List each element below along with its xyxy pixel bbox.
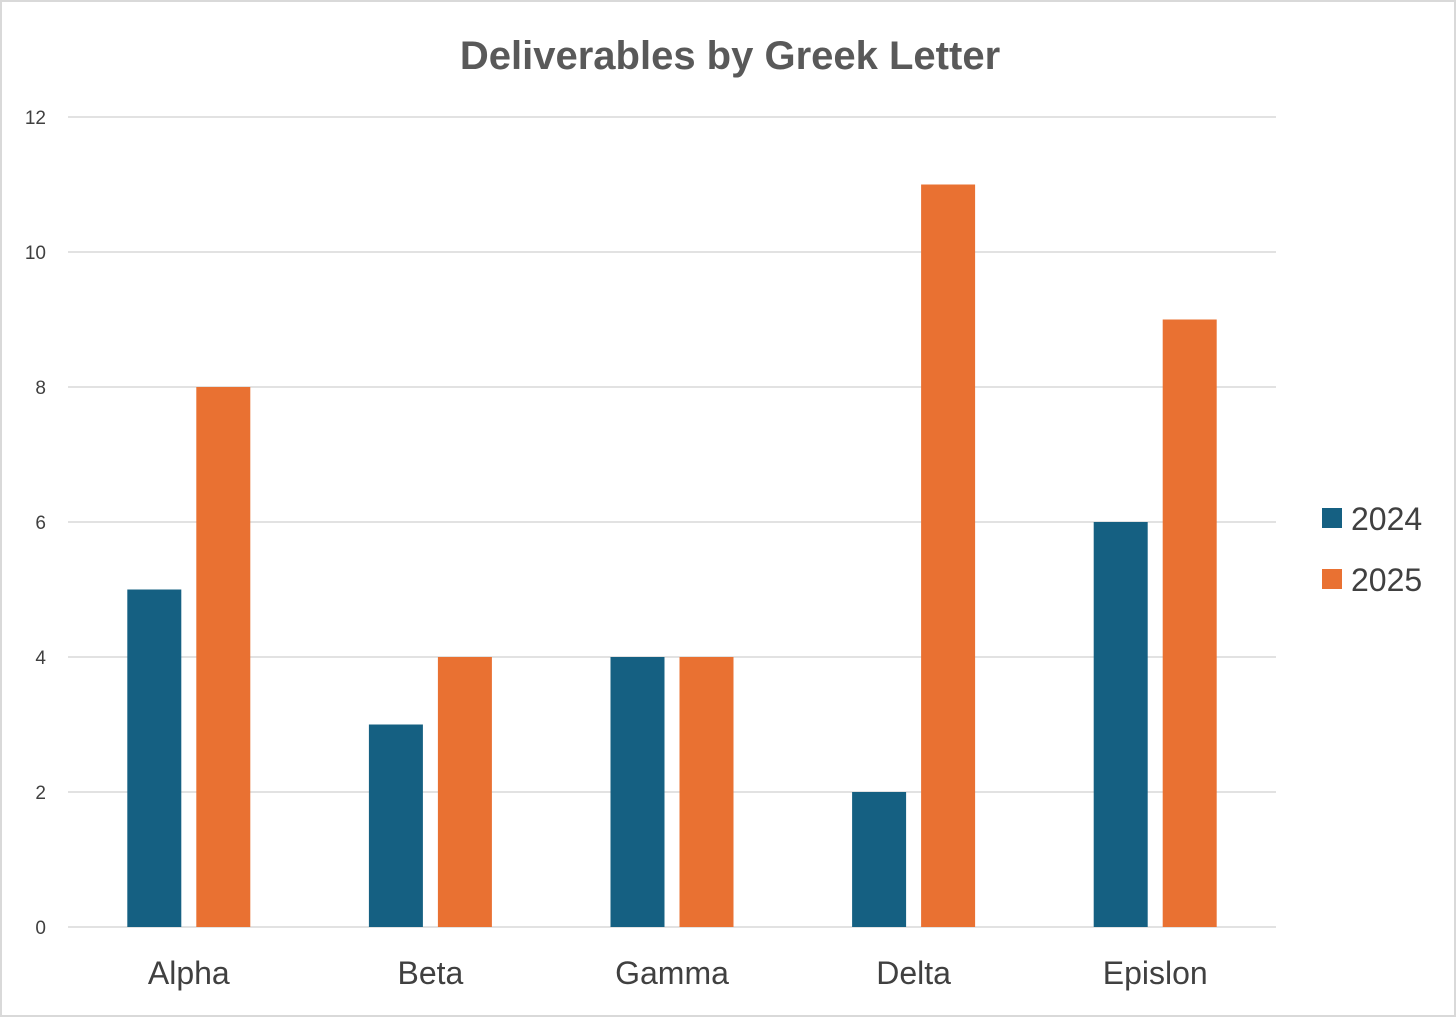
x-tick-label: Epislon	[1103, 955, 1208, 991]
x-tick-label: Alpha	[148, 955, 230, 991]
bar-2024-alpha	[127, 589, 182, 927]
y-axis-ticks: 0 2 4 6 8 10 12	[25, 108, 47, 939]
legend-label-2024: 2024	[1351, 501, 1422, 537]
y-tick-label: 4	[35, 648, 46, 669]
legend: 2024 2025	[1322, 501, 1422, 598]
x-tick-label: Beta	[397, 955, 463, 991]
x-tick-label: Gamma	[615, 955, 729, 991]
bar-2025-gamma	[679, 657, 734, 927]
bar-2025-delta	[921, 184, 976, 927]
legend-label-2025: 2025	[1351, 562, 1422, 598]
y-tick-label: 0	[35, 918, 46, 939]
y-tick-label: 10	[25, 243, 46, 264]
bar-2024-epislon	[1093, 522, 1148, 927]
legend-swatch-2025	[1322, 569, 1342, 589]
bar-2025-alpha	[196, 387, 251, 927]
x-axis-ticks: Alpha Beta Gamma Delta Epislon	[148, 955, 1208, 991]
bar-2024-delta	[852, 792, 907, 927]
bar-2025-beta	[437, 657, 492, 927]
y-tick-label: 2	[35, 783, 46, 804]
chart-title: Deliverables by Greek Letter	[460, 34, 1000, 78]
gridlines	[68, 116, 1276, 928]
bar-2024-beta	[368, 724, 423, 927]
y-tick-label: 12	[25, 108, 46, 129]
bar-2024-gamma	[610, 657, 665, 927]
bar-2025-epislon	[1162, 319, 1217, 927]
bars	[127, 184, 1217, 927]
y-tick-label: 6	[35, 513, 46, 534]
y-tick-label: 8	[35, 378, 46, 399]
legend-swatch-2024	[1322, 508, 1342, 528]
x-tick-label: Delta	[876, 955, 951, 991]
